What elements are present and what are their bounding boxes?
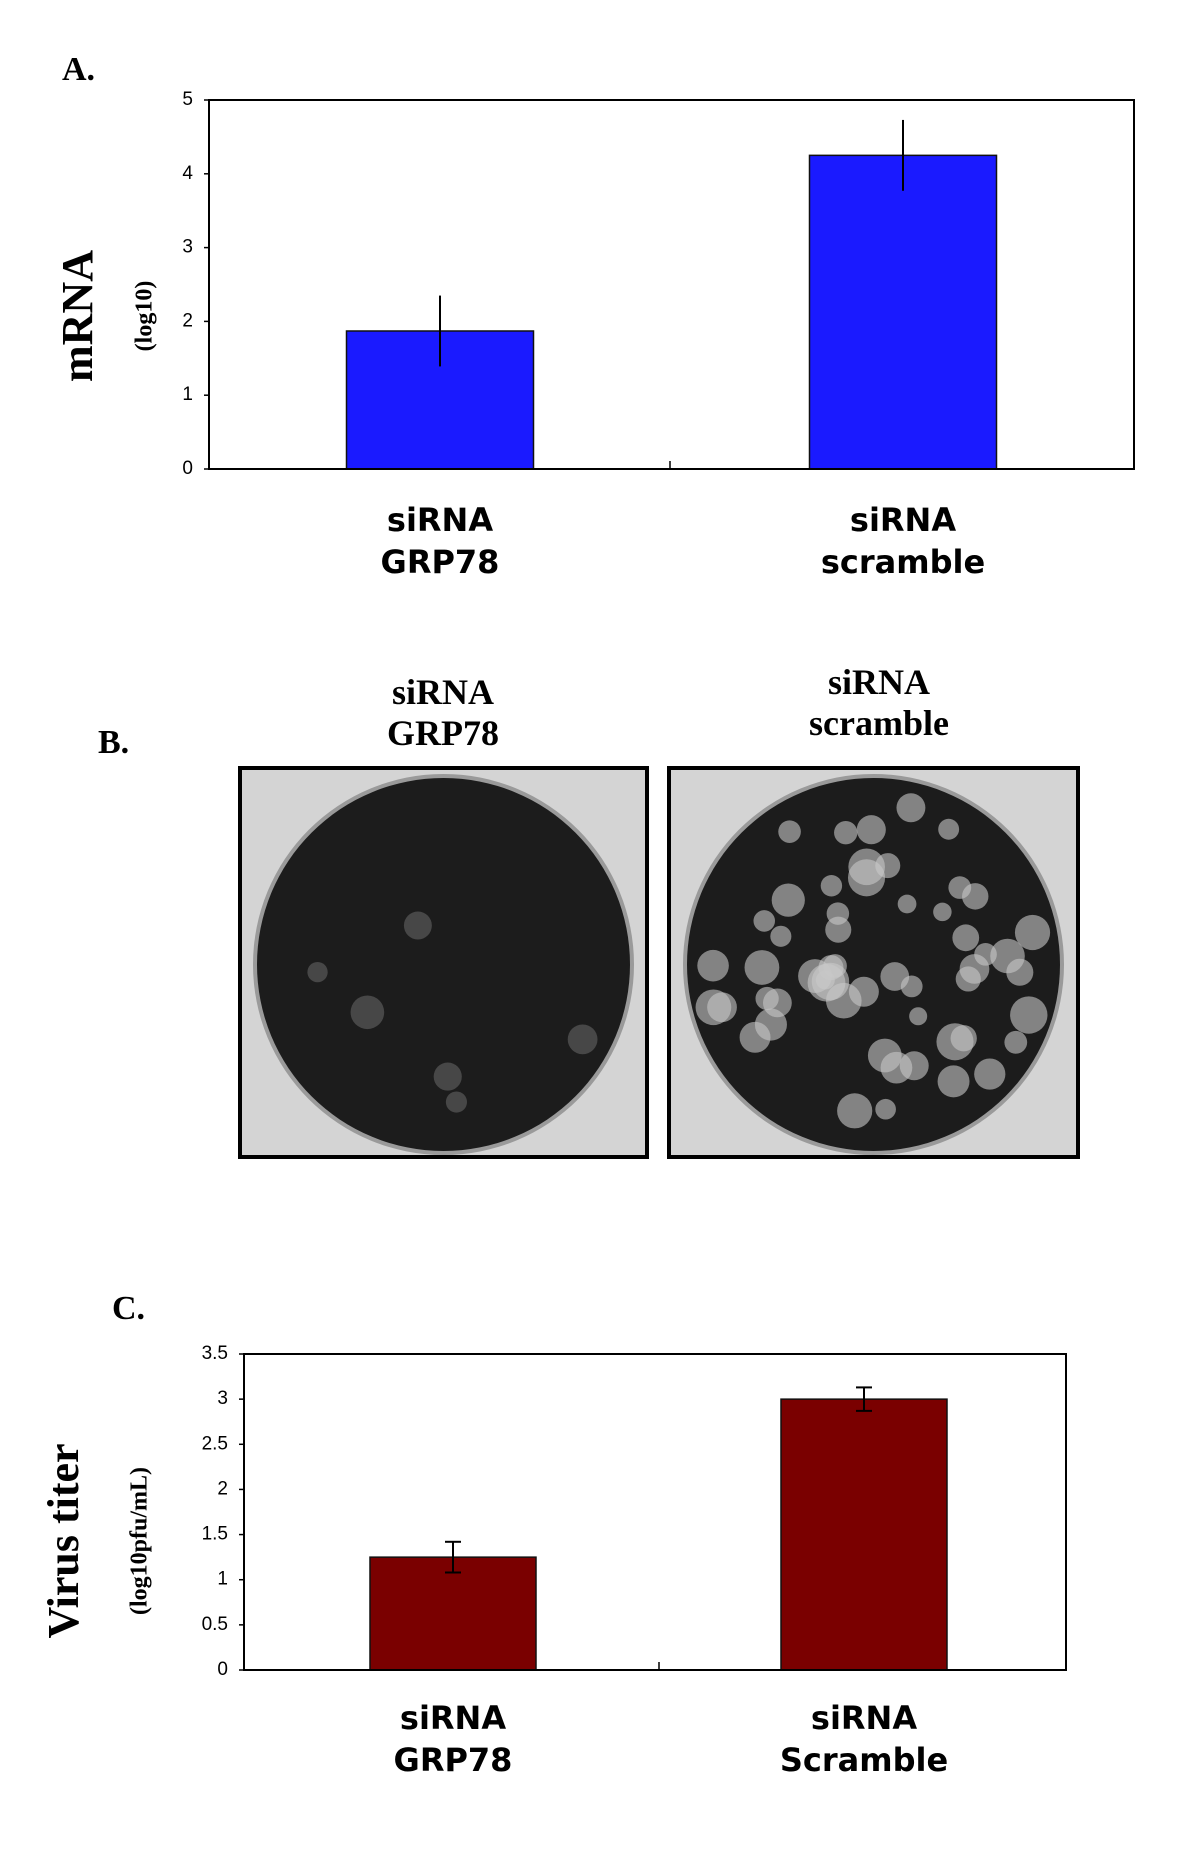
x-category-label: siRNA GRP78 (393, 1699, 513, 1779)
plaque (778, 820, 801, 843)
well (687, 778, 1060, 1151)
plaque (837, 1093, 873, 1129)
plaque (962, 883, 989, 910)
panel-label: A. (62, 51, 95, 88)
y-tick-label: 1 (182, 384, 193, 405)
well (257, 778, 630, 1151)
plaque (990, 938, 1025, 974)
y-tick-label: 1.5 (202, 1524, 228, 1545)
plaque (937, 1065, 970, 1098)
y-axis-label: mRNA (53, 250, 102, 382)
bar (369, 1556, 537, 1671)
plaque (820, 875, 843, 897)
y-tick-label: 2 (217, 1478, 228, 1499)
plaque (695, 989, 732, 1026)
plaque (848, 848, 885, 886)
plaque (875, 1098, 896, 1120)
plaque (1014, 914, 1051, 951)
error-bar (856, 1386, 872, 1412)
plate-title: siRNA scramble (809, 662, 949, 744)
plaque (867, 1038, 902, 1073)
plaque (959, 954, 990, 984)
x-category-label: siRNA scramble (820, 501, 986, 581)
plaque (1010, 996, 1048, 1034)
plaque (433, 1062, 462, 1091)
panel-label: C. (112, 1290, 145, 1327)
plaque (567, 1024, 598, 1055)
plaque (754, 1008, 787, 1041)
y-tick-label: 2 (182, 310, 193, 331)
plot-frame (208, 99, 1135, 470)
plaque (771, 883, 805, 917)
plaque (950, 1025, 977, 1052)
plaque (909, 1007, 928, 1026)
plaque (974, 1058, 1006, 1090)
plaque (933, 902, 952, 922)
bar (808, 154, 998, 470)
y-tick-label: 3.5 (202, 1343, 228, 1364)
x-category-label: siRNA Scramble (779, 1699, 949, 1779)
y-tick-label: 1 (217, 1569, 228, 1590)
plaque (848, 976, 879, 1007)
bar (780, 1398, 948, 1671)
plaque (897, 894, 917, 914)
y-tick-label: 2.5 (202, 1433, 228, 1454)
plaque (350, 995, 385, 1030)
y-axis-label: Virus titer (39, 1443, 88, 1638)
plaque (811, 962, 850, 1001)
plaque (825, 916, 852, 943)
panel-label: B. (98, 724, 129, 761)
y-tick-label: 0 (217, 1659, 228, 1680)
plaque (697, 949, 729, 982)
plot-frame (243, 1353, 1067, 1671)
plaque (856, 815, 886, 845)
x-category-label: siRNA GRP78 (380, 501, 500, 581)
plaque (938, 818, 960, 840)
plaque (834, 820, 858, 845)
y-tick-label: 3 (217, 1388, 228, 1409)
plaque (744, 950, 780, 985)
plaque (900, 975, 923, 998)
plate-title: siRNA GRP78 (387, 672, 499, 754)
y-tick-label: 4 (182, 163, 193, 184)
y-tick-label: 0 (182, 458, 193, 479)
plaque (1004, 1030, 1028, 1054)
plaque (896, 793, 926, 823)
plaque (770, 925, 792, 947)
plaque (403, 911, 432, 940)
y-tick-label: 3 (182, 237, 193, 258)
plaque (445, 1091, 468, 1113)
y-tick-label: 5 (182, 89, 193, 110)
y-axis-unit: (log10pfu/mL) (127, 1467, 153, 1615)
plaque (952, 924, 980, 952)
y-tick-label: 0.5 (202, 1614, 228, 1635)
y-axis-unit: (log10) (132, 281, 158, 352)
plaque (307, 961, 328, 983)
plaque (753, 910, 776, 932)
error-bar (445, 1540, 461, 1574)
